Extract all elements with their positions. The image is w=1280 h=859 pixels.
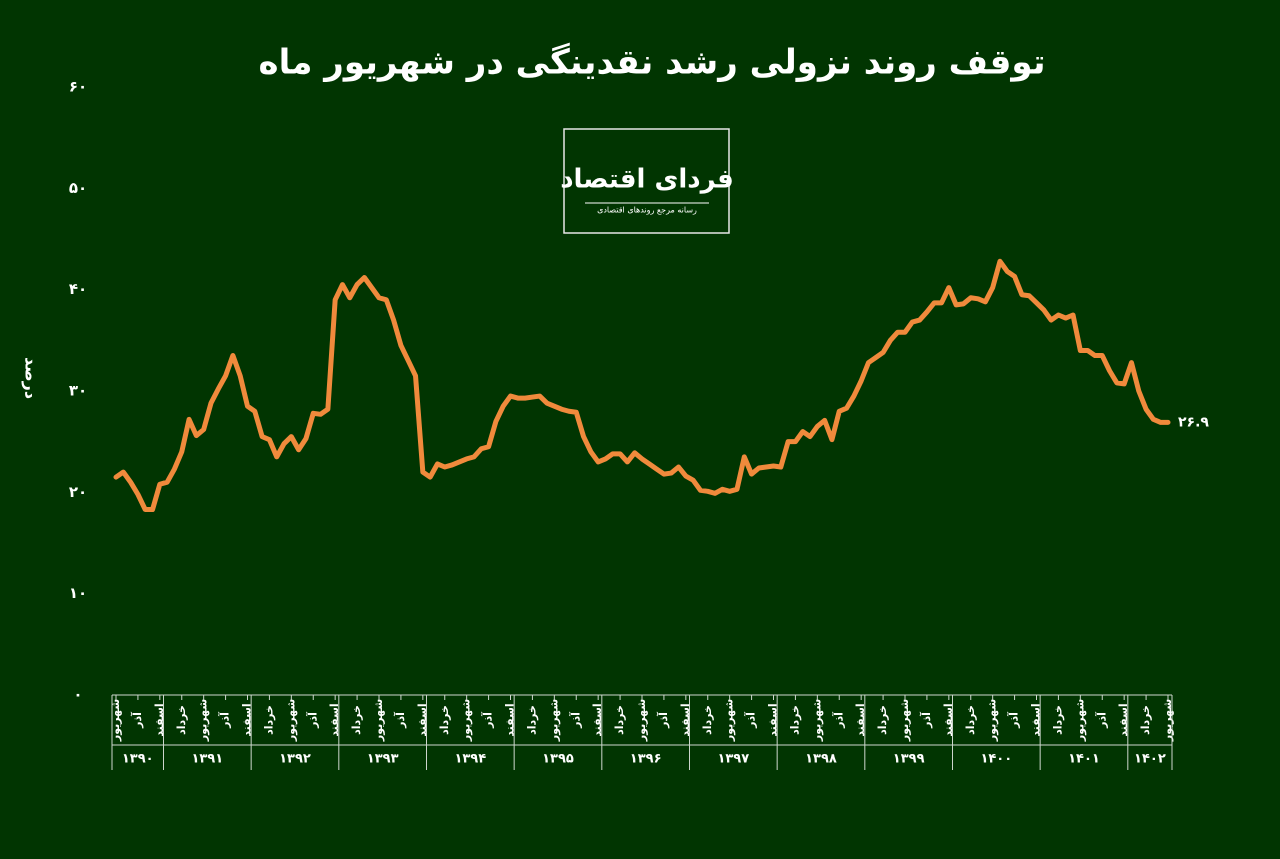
value-label: ۲۶.۹: [1178, 414, 1209, 430]
x-tick-label: اسفند: [1030, 703, 1043, 736]
x-tick-label: شهریور: [372, 699, 385, 742]
x-tick-label: اسفند: [504, 703, 517, 736]
year-label: ۱۳۹۷: [717, 752, 749, 767]
year-label: ۱۳۹۶: [630, 752, 662, 767]
x-tick-label: آذر: [656, 712, 670, 729]
x-tick-label: خرداد: [175, 705, 188, 735]
logo-tagline: رسانه مرجع روندهای اقتصادی: [597, 206, 697, 215]
data-line: [113, 258, 1171, 513]
x-tick-label: شهریور: [1073, 699, 1086, 742]
logo: فردای اقتصاد رسانه مرجع روندهای اقتصادی: [560, 128, 734, 234]
y-tick-label: ۵۰: [69, 179, 87, 197]
chart-title: توقف روند نزولی رشد نقدینگی در شهریور ما…: [259, 43, 1046, 83]
x-tick-label: خرداد: [788, 705, 801, 735]
y-axis-label: درصد: [22, 357, 41, 399]
x-tick-label: شهریور: [109, 699, 122, 742]
year-label: ۱۴۰۰: [980, 752, 1012, 767]
x-tick-label: شهریور: [898, 699, 911, 742]
x-tick-label: خرداد: [1051, 705, 1064, 735]
x-tick-label: خرداد: [525, 705, 538, 735]
y-tick-label: ۰: [73, 686, 82, 704]
year-label: ۱۳۹۳: [367, 752, 399, 767]
x-tick-label: آذر: [744, 712, 758, 729]
y-tick-label: ۲۰: [69, 483, 87, 501]
x-tick-label: خرداد: [438, 705, 451, 735]
x-tick-label: شهریور: [723, 699, 736, 742]
x-tick-label: شهریور: [635, 699, 648, 742]
year-label: ۱۳۹۱: [191, 752, 223, 767]
x-tick-label: آذر: [1094, 712, 1108, 729]
year-label: ۱۴۰۲: [1134, 752, 1166, 767]
x-tick-label: اسفند: [854, 703, 867, 736]
x-tick-label: آذر: [568, 712, 582, 729]
year-label: ۱۳۹۲: [279, 752, 311, 767]
x-tick-label: آذر: [1007, 712, 1021, 729]
x-tick-label: اسفند: [767, 703, 780, 736]
y-tick-label: ۶۰: [69, 78, 87, 96]
x-tick-label: خرداد: [701, 705, 714, 735]
x-tick-label: خرداد: [262, 705, 275, 735]
x-tick-label: اسفند: [241, 703, 254, 736]
y-tick-label: ۴۰: [69, 280, 87, 298]
x-tick-label: شهریور: [986, 699, 999, 742]
x-tick-label: آذر: [481, 712, 495, 729]
y-tick-label: ۳۰: [69, 382, 87, 400]
logo-name: فردای اقتصاد: [560, 165, 734, 195]
x-tick-label: شهریور: [810, 699, 823, 742]
x-tick-label: خرداد: [350, 705, 363, 735]
x-tick-label: آذر: [130, 712, 144, 729]
x-tick-label: خرداد: [1139, 705, 1152, 735]
logo-frame: [563, 128, 730, 234]
x-tick-label: شهریور: [1161, 699, 1174, 742]
x-tick-label: آذر: [393, 712, 407, 729]
x-tick-label: شهریور: [197, 699, 210, 742]
x-tick-label: خرداد: [613, 705, 626, 735]
y-tick-label: ۱۰: [69, 584, 87, 602]
x-tick-label: آذر: [831, 712, 845, 729]
x-tick-label: خرداد: [964, 705, 977, 735]
x-tick-label: شهریور: [547, 699, 560, 742]
x-tick-label: اسفند: [942, 703, 955, 736]
x-tick-label: اسفند: [1117, 703, 1130, 736]
year-label: ۱۳۹۰: [122, 752, 154, 767]
x-tick-label: آذر: [218, 712, 232, 729]
x-tick-label: خرداد: [876, 705, 889, 735]
x-tick-label: شهریور: [284, 699, 297, 742]
x-tick-label: شهریور: [460, 699, 473, 742]
year-label: ۱۳۹۴: [454, 752, 486, 767]
x-tick-label: اسفند: [591, 703, 604, 736]
year-label: ۱۳۹۸: [805, 752, 837, 767]
x-tick-label: آذر: [919, 712, 933, 729]
x-tick-label: اسفند: [328, 703, 341, 736]
year-label: ۱۴۰۱: [1068, 752, 1100, 767]
year-label: ۱۳۹۵: [542, 752, 574, 767]
x-tick-label: اسفند: [416, 703, 429, 736]
x-tick-label: اسفند: [679, 703, 692, 736]
year-label: ۱۳۹۹: [893, 752, 925, 767]
x-tick-label: آذر: [305, 712, 319, 729]
x-tick-label: اسفند: [153, 703, 166, 736]
